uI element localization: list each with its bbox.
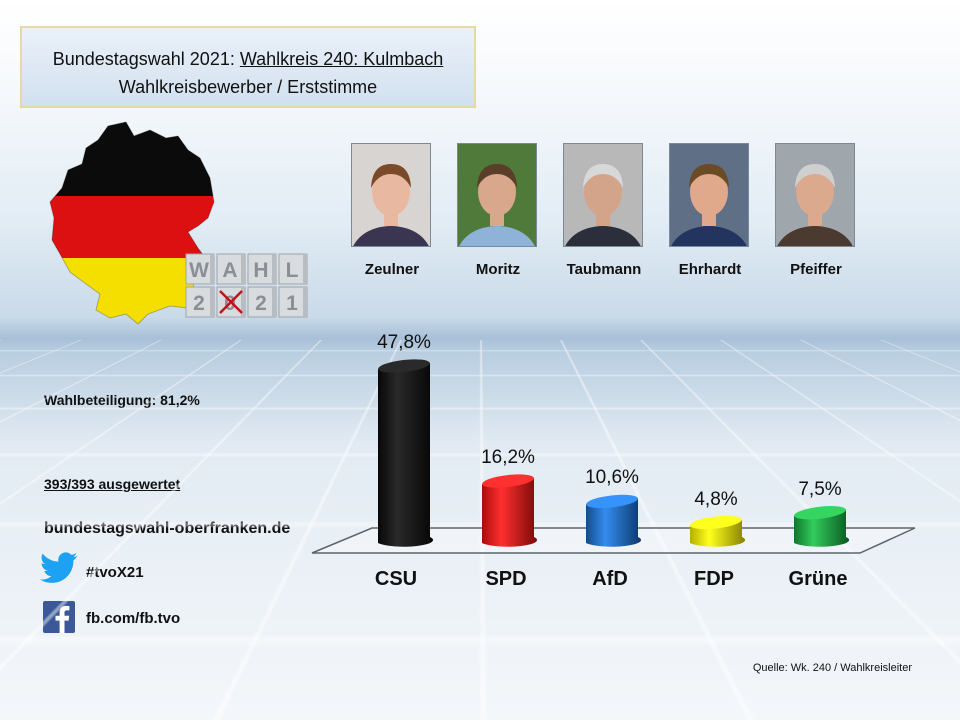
title-box: Bundestagswahl 2021: Wahlkreis 240: Kulm… (20, 26, 476, 108)
category-label: FDP (694, 568, 734, 590)
bar-cap (690, 515, 742, 530)
wahl-letter: A (222, 259, 237, 282)
candidate-card: Zeulner (351, 143, 433, 278)
data-label: 7,5% (798, 478, 842, 500)
wahl-cube (278, 286, 308, 318)
candidate-name: Ehrhardt (678, 261, 742, 278)
candidate-card: Taubmann (563, 143, 645, 278)
turnout-text: Wahlbeteiligung: 81,2% (44, 392, 200, 408)
data-label: 10,6% (585, 467, 639, 489)
candidate-card: Ehrhardt (669, 143, 751, 278)
bar-cap (794, 506, 846, 520)
wahl-2021-logo: WAHL2021 (185, 253, 308, 318)
facebook-icon[interactable] (43, 601, 75, 633)
wahl-letter: 2 (193, 292, 205, 315)
cross-mark-icon (219, 290, 243, 314)
facebook-link[interactable]: fb.com/fb.tvo (86, 610, 181, 627)
data-label: 16,2% (481, 447, 535, 469)
bar-cap (482, 474, 534, 488)
title-prefix: Bundestagswahl 2021: (52, 49, 240, 69)
category-label: AfD (592, 568, 628, 590)
candidate-name: Zeulner (364, 261, 420, 278)
bar-cap (378, 359, 430, 373)
wahl-letter: 1 (286, 292, 298, 315)
data-label: 4,8% (694, 488, 738, 510)
bar-cap (586, 494, 638, 509)
constituency-title: Wahlkreis 240: Kulmbach (239, 49, 444, 69)
title-line: Bundestagswahl 2021: Wahlkreis 240: Kulm… (22, 45, 474, 73)
wahl-cube (278, 253, 308, 285)
wahl-letter: L (286, 259, 299, 282)
candidate-photo (563, 143, 643, 247)
wahl-letter: 2 (255, 292, 267, 315)
data-label: 47,8% (377, 332, 431, 353)
wahl-cube (185, 286, 215, 318)
candidate-name: Taubmann (566, 261, 642, 278)
candidate-card: Pfeiffer (775, 143, 857, 278)
candidate-photo (669, 143, 749, 247)
subtitle: Wahlkreisbewerber / Erststimme (118, 77, 378, 97)
source-note: Quelle: Wk. 240 / Wahlkreisleiter (752, 662, 912, 674)
counted-text: 393/393 ausgewertet (44, 476, 181, 492)
candidate-photo (351, 143, 431, 247)
category-label: CSU (374, 568, 418, 590)
twitter-handle[interactable]: #tvoX21 (86, 564, 144, 581)
category-label: Grüne (788, 568, 848, 590)
bar-spd (482, 478, 538, 547)
wahl-letter: W (189, 259, 209, 282)
candidate-photo (775, 143, 855, 247)
candidate-card: Moritz (457, 143, 539, 278)
wahl-cube (216, 253, 246, 285)
candidate-photo (457, 143, 537, 247)
website-link[interactable]: bundestagswahl-oberfranken.de (44, 520, 291, 537)
wahl-letter: H (253, 259, 268, 282)
bar-afd (586, 498, 642, 547)
category-label: SPD (485, 568, 527, 590)
wahl-cube (247, 253, 277, 285)
bar-csu (378, 363, 434, 547)
candidate-name: Moritz (475, 261, 521, 278)
twitter-icon[interactable] (40, 552, 78, 584)
candidate-name: Pfeiffer (790, 261, 842, 278)
